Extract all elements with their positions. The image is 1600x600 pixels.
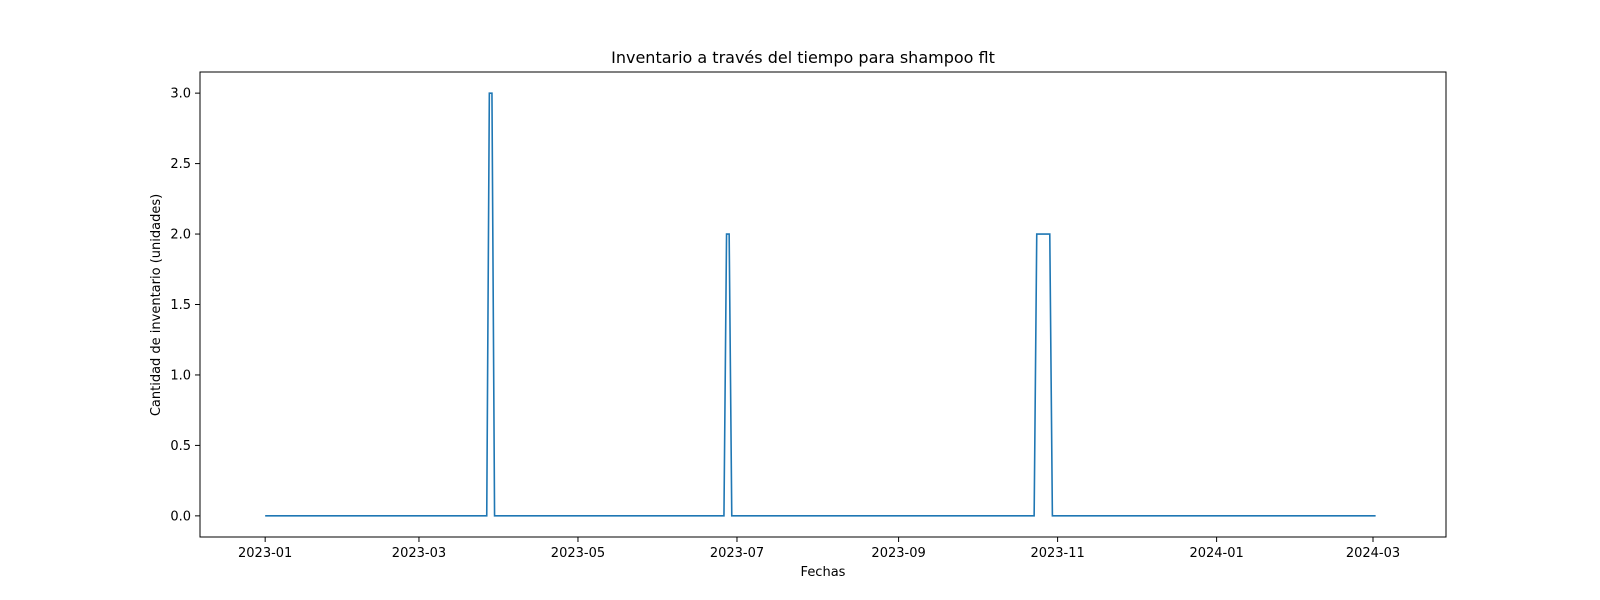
x-axis-label: Fechas (801, 565, 846, 580)
chart-title: Inventario a través del tiempo para sham… (611, 48, 995, 67)
y-tick-label: 2.0 (170, 228, 191, 243)
y-tick-label: 0.5 (170, 439, 191, 454)
x-tick-label: 2023-11 (1030, 546, 1084, 561)
x-axis-ticks: 2023-01 2023-03 2023-05 2023-07 2023-09 2023-… (238, 537, 1400, 561)
x-tick-label: 2023-07 (710, 546, 764, 561)
y-axis-ticks: 0.0 0.5 1.0 1.5 2.0 2.5 3.0 (170, 87, 200, 524)
y-tick-label: 2.5 (170, 157, 191, 172)
y-tick-label: 1.5 (170, 298, 191, 313)
x-tick-label: 2023-03 (392, 546, 446, 561)
y-tick-label: 3.0 (170, 87, 191, 102)
x-tick-label: 2023-01 (238, 546, 292, 561)
x-tick-label: 2024-01 (1189, 546, 1243, 561)
series-group (265, 92, 1376, 517)
y-tick-label: 0.0 (170, 509, 191, 524)
x-tick-label: 2023-05 (551, 546, 605, 561)
series-line (265, 92, 1376, 517)
x-tick-label: 2023-09 (871, 546, 925, 561)
y-tick-label: 1.0 (170, 368, 191, 383)
x-tick-label: 2024-03 (1346, 546, 1400, 561)
plot-frame (199, 71, 1447, 538)
y-axis-label: Cantidad de inventario (unidades) (149, 194, 164, 416)
